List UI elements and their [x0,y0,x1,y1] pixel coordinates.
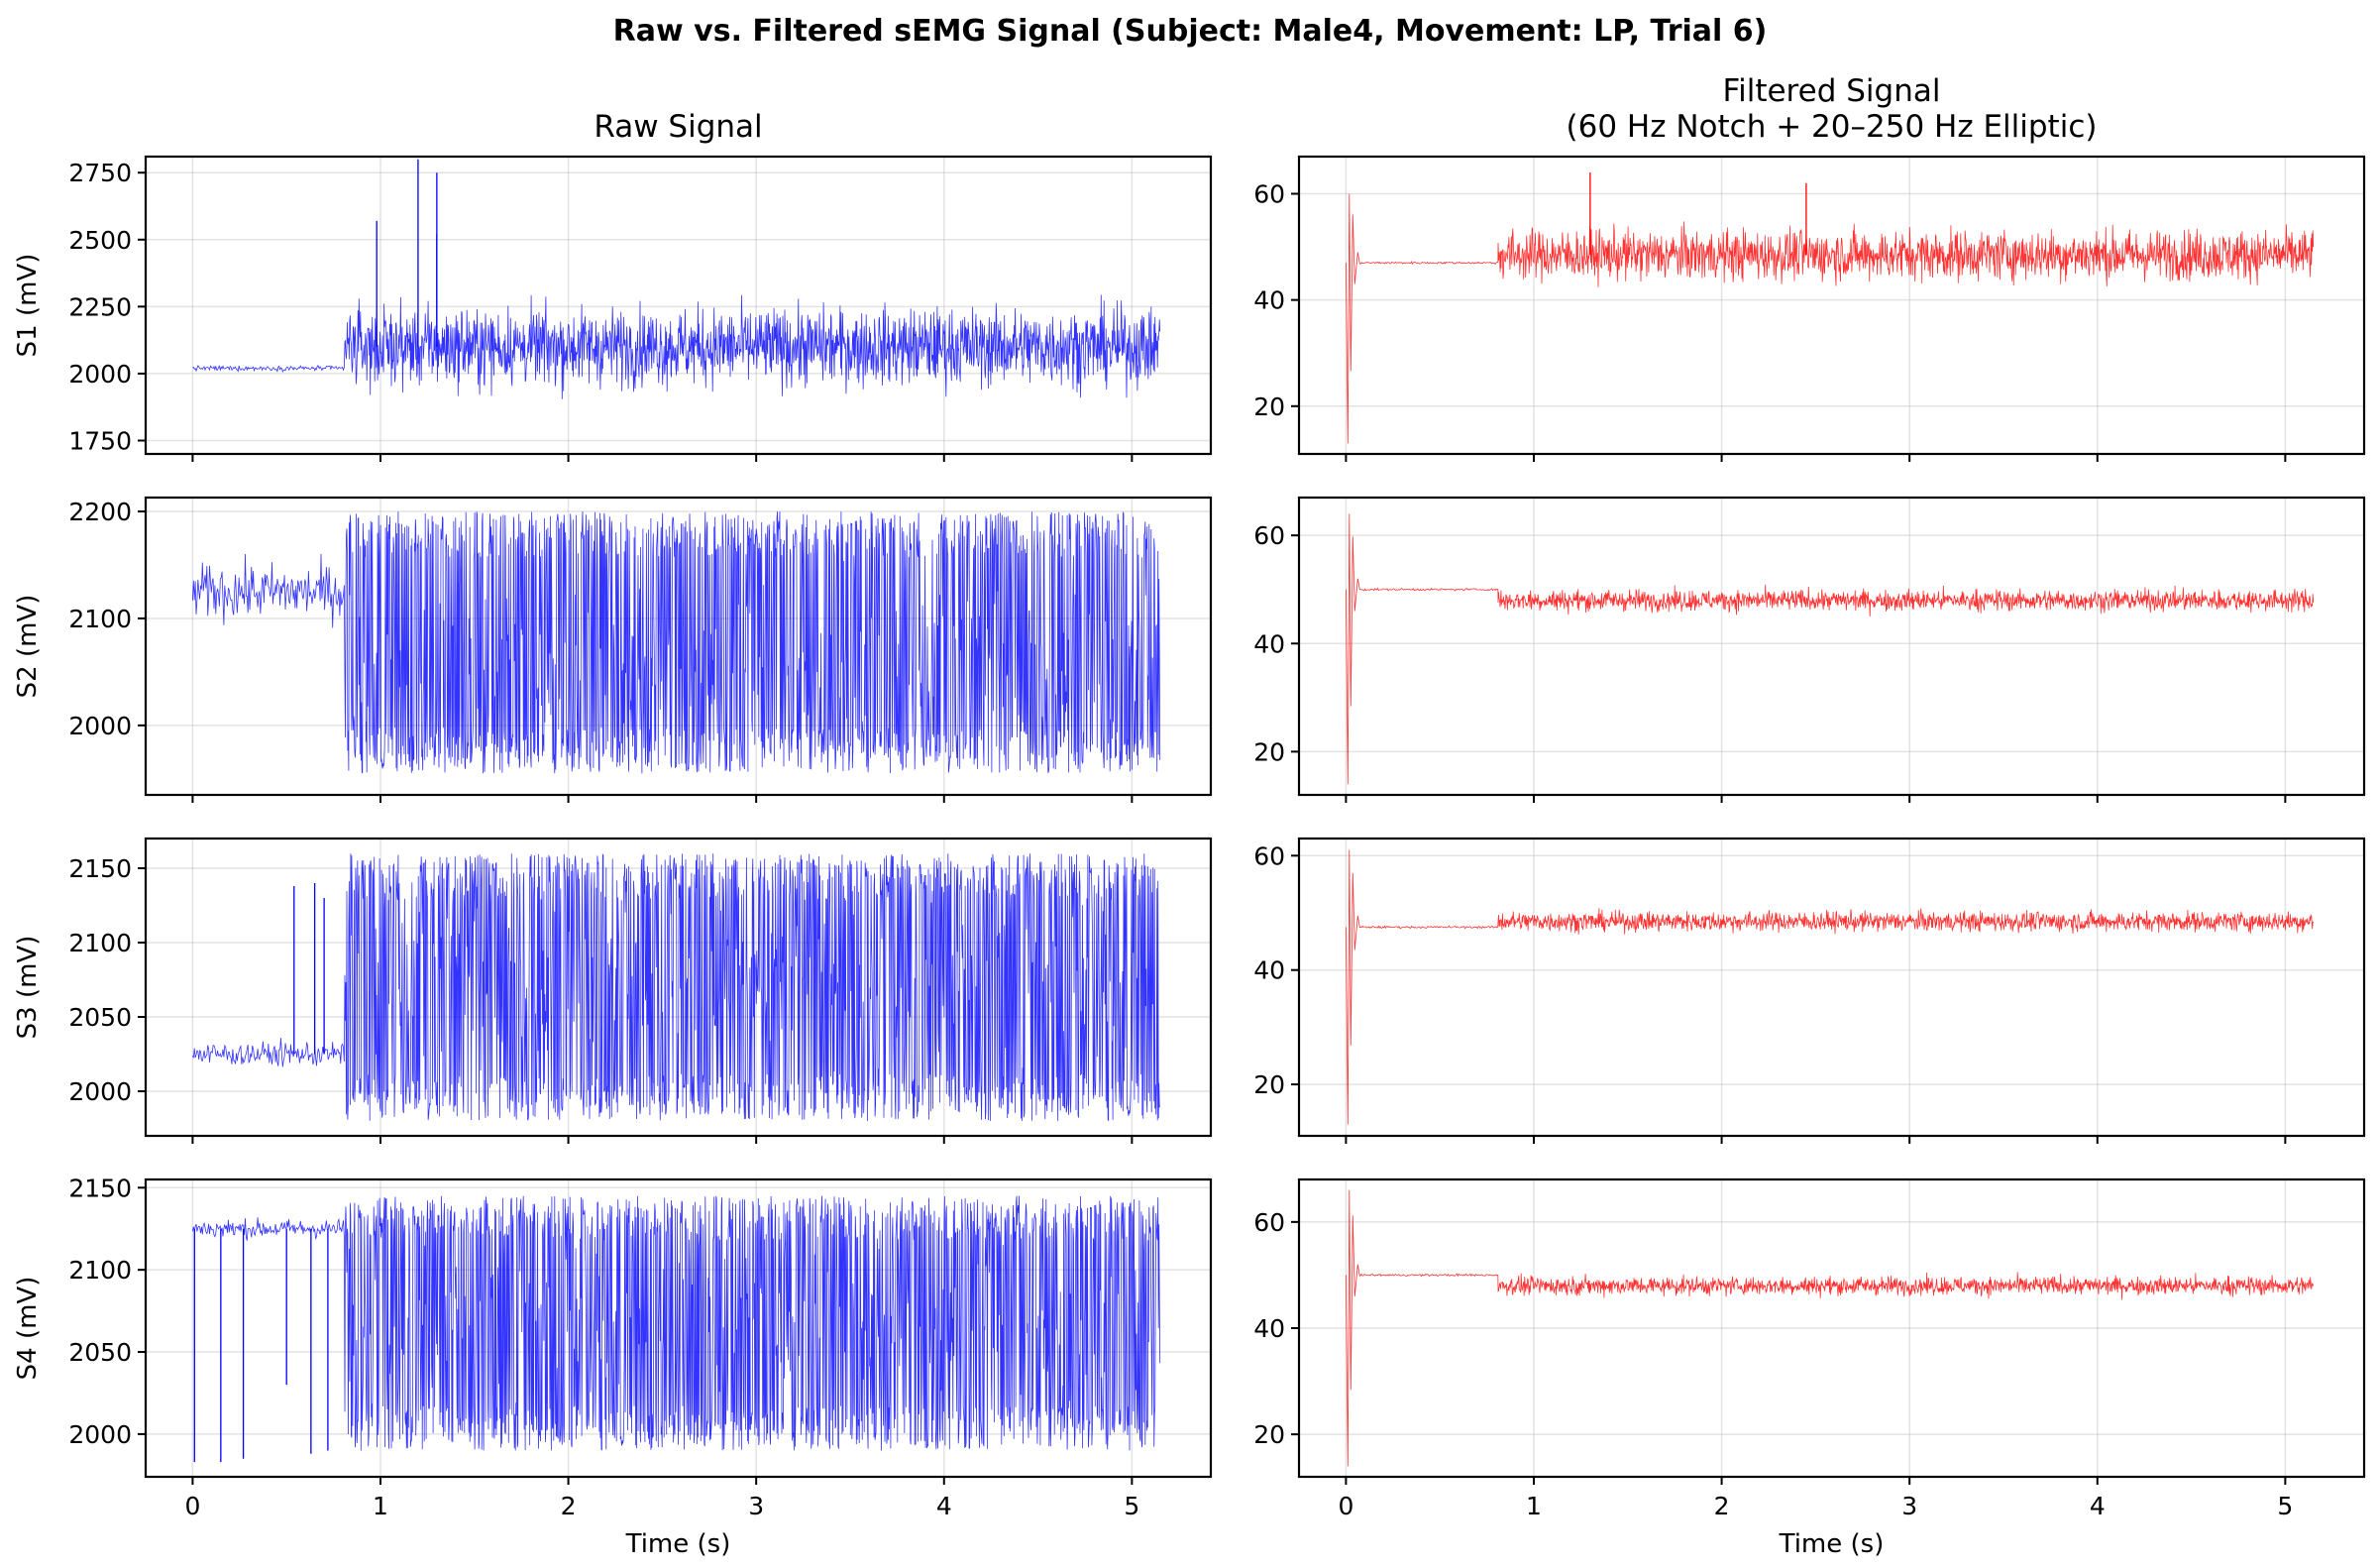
y-tick-label: 2050 [68,1003,132,1032]
signal-trace-s1-raw [192,294,1161,399]
signal-trace-s1-filtered [1346,193,2315,444]
y-tick-label: 20 [1253,1420,1285,1449]
figure-title: Raw vs. Filtered sEMG Signal (Subject: M… [613,14,1768,49]
x-tick-label: 5 [1124,1492,1139,1520]
x-tick-label: 1 [373,1492,388,1520]
y-tick-label: 2150 [68,1174,132,1202]
y-tick-label: 60 [1253,841,1285,870]
signal-trace-s4-raw [192,1195,1161,1451]
x-tick-label: 4 [936,1492,952,1520]
subplot-s4-raw: 2000 2050 2100 2150 0 1 2 3 4 5 Time (s) S4 (mV) [13,1174,1213,1559]
signal-trace-s2-filtered [1346,513,2315,785]
axes-frame [1297,155,2366,456]
grid [1299,839,2364,1136]
y-tick-label: 20 [1253,737,1285,766]
y-tick-label: 2500 [68,226,132,255]
grid [1299,157,2364,454]
y-tick-label: 2000 [68,360,132,389]
signal-trace-s2-raw [192,510,1161,774]
x-tick-label: 4 [2090,1492,2106,1520]
x-tick-label: 0 [1338,1492,1353,1520]
column-title: Filtered Signal [1723,73,1941,109]
y-tick-label: 2000 [68,1077,132,1106]
column-title: (60 Hz Notch + 20–250 Hz Elliptic) [1567,109,2098,145]
x-axis-label: Time (s) [625,1529,731,1559]
x-axis-label: Time (s) [1779,1529,1885,1559]
y-tick-label: 2150 [68,854,132,883]
axes-frame [144,1177,1213,1479]
y-tick-label: 2250 [68,292,132,321]
subplot-s1-raw: 1750 2000 2250 2500 2750 S1 (mV) [13,155,1213,462]
y-tick-label: 2000 [68,712,132,740]
y-tick-label: 20 [1253,1070,1285,1099]
signal-trace-s4-filtered [1346,1189,2315,1467]
y-tick-label: 2100 [68,929,132,957]
axes-frame [1297,496,2366,797]
y-tick-label: 2200 [68,498,132,526]
y-axis-label: S2 (mV) [13,595,43,699]
subplot-s3-raw: 2000 2050 2100 2150 S3 (mV) [13,837,1213,1144]
x-tick-label: 1 [1526,1492,1542,1520]
y-tick-label: 1750 [68,426,132,455]
x-tick-label: 3 [1901,1492,1917,1520]
y-tick-label: 40 [1253,956,1285,985]
signal-trace-s3-raw [192,852,1161,1122]
x-tick-label: 5 [2277,1492,2293,1520]
subplot-s4-filtered: 20 40 60 0 1 2 3 4 5 Time (s) [1253,1177,2366,1559]
column-titles: Raw Signal Filtered Signal(60 Hz Notch + … [594,73,2097,145]
y-axis-label: S3 (mV) [13,936,43,1040]
axes-frame [1297,837,2366,1138]
x-tick-label: 2 [1714,1492,1730,1520]
y-tick-label: 2050 [68,1338,132,1367]
y-tick-label: 60 [1253,1208,1285,1237]
y-tick-label: 40 [1253,1314,1285,1343]
subplot-s1-filtered: 20 40 60 [1253,155,2366,462]
subplot-s3-filtered: 20 40 60 [1253,837,2366,1144]
x-tick-label: 2 [561,1492,577,1520]
x-tick-label: 0 [184,1492,200,1520]
y-tick-label: 60 [1253,180,1285,209]
y-tick-label: 40 [1253,629,1285,658]
y-axis-label: S1 (mV) [13,254,43,358]
y-tick-label: 2100 [68,1256,132,1285]
y-tick-label: 2100 [68,605,132,633]
grid [146,157,1211,454]
subplot-s2-raw: 2000 2100 2200 S2 (mV) [13,496,1213,803]
y-tick-label: 20 [1253,392,1285,421]
y-tick-label: 2750 [68,159,132,187]
y-tick-label: 2000 [68,1420,132,1449]
column-title: Raw Signal [594,109,762,145]
y-tick-label: 60 [1253,521,1285,550]
subplot-s2-filtered: 20 40 60 [1253,496,2366,803]
axes-frame [144,837,1213,1138]
signal-trace-s3-filtered [1346,849,2315,1125]
y-axis-label: S4 (mV) [13,1277,43,1381]
x-tick-label: 3 [748,1492,764,1520]
grid [1299,1179,2364,1477]
axes-frame [144,496,1213,797]
axes-frame [144,155,1213,456]
y-tick-label: 40 [1253,286,1285,315]
grid [1299,498,2364,795]
